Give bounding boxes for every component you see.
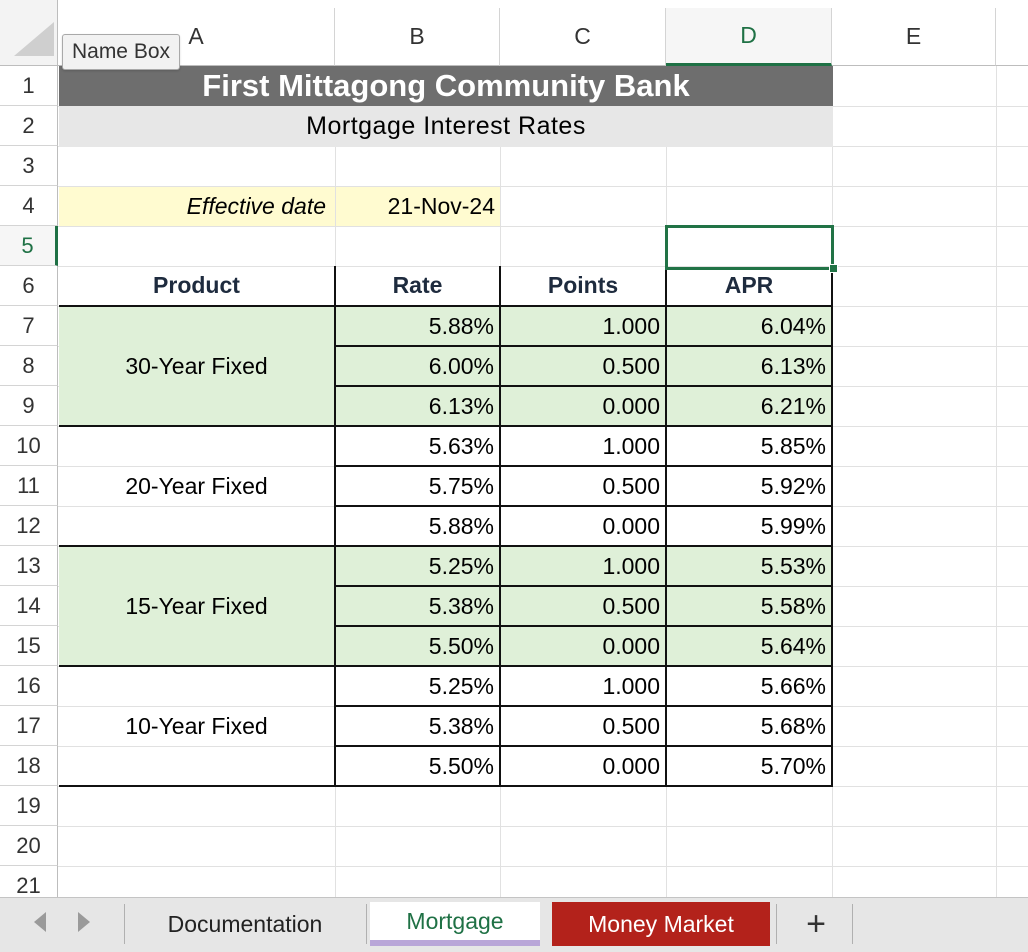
row-header[interactable]: 20 xyxy=(0,826,58,866)
row-header[interactable]: 9 xyxy=(0,386,58,426)
table-cell-points[interactable]: 0.000 xyxy=(501,747,667,787)
table-cell-rate[interactable]: 6.13% xyxy=(336,387,501,427)
table-header-product[interactable]: Product xyxy=(59,266,336,307)
table-cell-points[interactable]: 0.500 xyxy=(501,707,667,747)
table-header-rate[interactable]: Rate xyxy=(336,266,501,307)
tab-separator xyxy=(852,904,853,944)
gridline xyxy=(58,866,1028,867)
select-all-corner[interactable] xyxy=(0,0,58,66)
product-name-cell[interactable]: 15-Year Fixed xyxy=(59,547,336,667)
row-header[interactable]: 17 xyxy=(0,706,58,746)
table-cell-apr[interactable]: 5.70% xyxy=(667,747,833,787)
tab-separator xyxy=(776,904,777,944)
table-cell-apr[interactable]: 5.58% xyxy=(667,587,833,627)
table-cell-apr[interactable]: 5.92% xyxy=(667,467,833,507)
table-cell-rate[interactable]: 5.63% xyxy=(336,427,501,467)
table-header-apr[interactable]: APR xyxy=(667,266,833,307)
gridline xyxy=(996,66,997,897)
sheet-title[interactable]: First Mittagong Community Bank xyxy=(59,66,833,106)
row-header[interactable]: 2 xyxy=(0,106,58,146)
table-cell-rate[interactable]: 5.88% xyxy=(336,507,501,547)
table-cell-rate[interactable]: 5.25% xyxy=(336,547,501,587)
product-name-cell[interactable]: 20-Year Fixed xyxy=(59,427,336,547)
worksheet-grid[interactable]: A B C D E 1 2 3 4 5 6 7 8 9 10 11 12 13 … xyxy=(0,0,1028,897)
table-cell-rate[interactable]: 5.25% xyxy=(336,667,501,707)
table-cell-points[interactable]: 1.000 xyxy=(501,547,667,587)
row-header[interactable]: 1 xyxy=(0,66,58,106)
column-header-c[interactable]: C xyxy=(500,8,666,66)
table-cell-points[interactable]: 0.500 xyxy=(501,347,667,387)
row-header[interactable]: 3 xyxy=(0,146,58,186)
row-header[interactable]: 6 xyxy=(0,266,58,306)
table-cell-points[interactable]: 0.500 xyxy=(501,587,667,627)
tab-money-market[interactable]: Money Market xyxy=(552,902,770,946)
column-header-d[interactable]: D xyxy=(666,8,832,66)
table-cell-rate[interactable]: 6.00% xyxy=(336,347,501,387)
sheet-tab-bar: Documentation Mortgage Money Market + xyxy=(0,897,1028,952)
table-cell-points[interactable]: 1.000 xyxy=(501,667,667,707)
row-header[interactable]: 10 xyxy=(0,426,58,466)
column-header-e[interactable]: E xyxy=(832,8,996,66)
name-box-tooltip: Name Box xyxy=(62,34,180,70)
effective-date-label[interactable]: Effective date xyxy=(59,187,335,226)
scroll-tabs-right-icon[interactable] xyxy=(78,912,90,932)
table-header-points[interactable]: Points xyxy=(501,266,667,307)
table-cell-rate[interactable]: 5.88% xyxy=(336,307,501,347)
row-header[interactable]: 21 xyxy=(0,866,58,897)
gridline xyxy=(58,266,1028,267)
row-header[interactable]: 14 xyxy=(0,586,58,626)
effective-date-value[interactable]: 21-Nov-24 xyxy=(336,187,500,226)
table-cell-apr[interactable]: 5.99% xyxy=(667,507,833,547)
effective-date-value-text: 21-Nov-24 xyxy=(387,193,495,219)
gridline xyxy=(58,226,1028,227)
table-cell-rate[interactable]: 5.50% xyxy=(336,747,501,787)
table-cell-rate[interactable]: 5.38% xyxy=(336,707,501,747)
table-cell-apr[interactable]: 6.13% xyxy=(667,347,833,387)
table-cell-rate[interactable]: 5.50% xyxy=(336,627,501,667)
table-cell-points[interactable]: 0.000 xyxy=(501,507,667,547)
fill-handle[interactable] xyxy=(829,264,838,273)
table-cell-apr[interactable]: 5.53% xyxy=(667,547,833,587)
table-cell-points[interactable]: 0.000 xyxy=(501,387,667,427)
gridline xyxy=(58,826,1028,827)
tab-documentation[interactable]: Documentation xyxy=(167,910,323,937)
product-name-cell[interactable]: 30-Year Fixed xyxy=(59,307,336,427)
table-cell-rate[interactable]: 5.75% xyxy=(336,467,501,507)
row-header[interactable]: 12 xyxy=(0,506,58,546)
tab-mortgage[interactable]: Mortgage xyxy=(370,902,540,946)
table-cell-apr[interactable]: 5.64% xyxy=(667,627,833,667)
product-name-cell[interactable]: 10-Year Fixed xyxy=(59,667,336,787)
effective-date-label-text: Effective date xyxy=(186,193,326,219)
column-header-blank xyxy=(996,8,1028,66)
tab-separator xyxy=(124,904,125,944)
row-header[interactable]: 8 xyxy=(0,346,58,386)
row-header[interactable]: 18 xyxy=(0,746,58,786)
tab-separator xyxy=(366,904,367,944)
table-cell-apr[interactable]: 5.85% xyxy=(667,427,833,467)
column-header-b[interactable]: B xyxy=(335,8,500,66)
gridline xyxy=(58,186,1028,187)
table-cell-rate[interactable]: 5.38% xyxy=(336,587,501,627)
table-cell-apr[interactable]: 5.66% xyxy=(667,667,833,707)
row-header[interactable]: 16 xyxy=(0,666,58,706)
row-header[interactable]: 19 xyxy=(0,786,58,826)
row-header[interactable]: 5 xyxy=(0,226,58,266)
scroll-tabs-left-icon[interactable] xyxy=(34,912,46,932)
row-header[interactable]: 13 xyxy=(0,546,58,586)
table-cell-apr[interactable]: 6.04% xyxy=(667,307,833,347)
row-header[interactable]: 4 xyxy=(0,186,58,226)
row-header[interactable]: 7 xyxy=(0,306,58,346)
table-cell-apr[interactable]: 5.68% xyxy=(667,707,833,747)
table-cell-points[interactable]: 1.000 xyxy=(501,307,667,347)
table-cell-points[interactable]: 1.000 xyxy=(501,427,667,467)
table-cell-apr[interactable]: 6.21% xyxy=(667,387,833,427)
sheet-subtitle[interactable]: Mortgage Interest Rates xyxy=(59,106,833,147)
table-cell-points[interactable]: 0.500 xyxy=(501,467,667,507)
table-cell-points[interactable]: 0.000 xyxy=(501,627,667,667)
row-header[interactable]: 11 xyxy=(0,466,58,506)
active-cell-selection[interactable] xyxy=(665,225,834,270)
select-all-triangle-icon xyxy=(14,22,54,56)
add-sheet-button[interactable]: + xyxy=(806,904,826,943)
row-header[interactable]: 15 xyxy=(0,626,58,666)
